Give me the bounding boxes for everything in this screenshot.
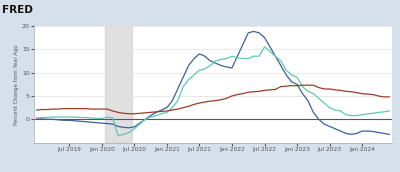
Text: FRED: FRED xyxy=(2,5,33,15)
Bar xyxy=(104,26,132,143)
Y-axis label: Percent Change from Year Ago: Percent Change from Year Ago xyxy=(14,44,19,125)
